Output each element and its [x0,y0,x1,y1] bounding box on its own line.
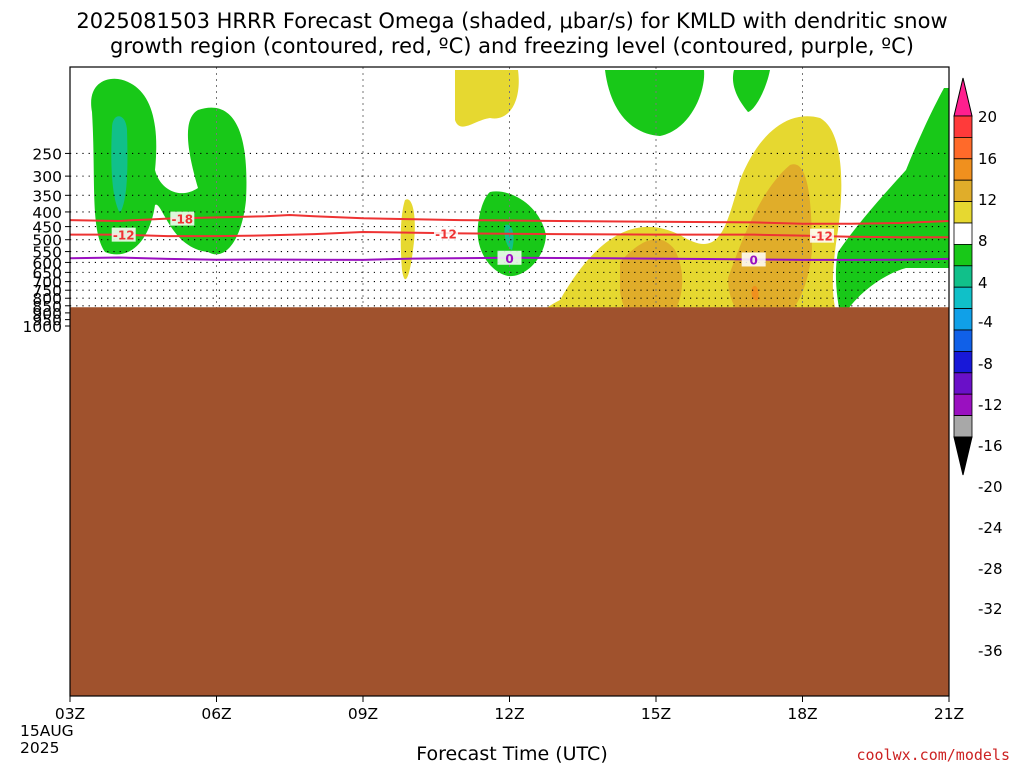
colorbar-swatch [953,201,973,224]
omega-fill-region [835,88,949,320]
y-tick-label: 400 [32,204,62,222]
omega-fill-region [400,199,415,280]
colorbar: 20 16 12 8 4 -4 -8 -12 -16 -20 -24 -28 -32 -36 [953,77,1003,660]
colorbar-swatch [953,350,973,374]
omega-fill-region [111,116,128,213]
contour-line [70,231,949,239]
y-tick-label: 250 [32,145,62,163]
colorbar-label: -20 [978,478,1003,496]
x-tick-label: 15Z [641,705,671,723]
y-tick-label: 950 [32,312,62,330]
colorbar-swatch [953,329,973,352]
colorbar-swatch [953,179,973,202]
omega-fill-region [728,164,812,330]
omega-fill-region [620,239,683,329]
contour-line [69,256,950,261]
omega-fill-region [605,70,705,136]
source-credit: coolwx.com/models [856,746,1010,764]
temperature-contours: -18 -12 -12 -12 0 0 [69,211,950,267]
omega-fill-region [751,285,759,301]
y-tick-label: 650 [32,264,62,282]
x-tick-label: 06Z [201,705,231,723]
omega-fill-region [504,224,514,250]
colorbar-swatch [953,308,973,331]
colorbar-label: -16 [978,437,1003,455]
y-tick-label: 300 [32,168,62,186]
contour-label-bg [497,250,522,265]
colorbar-label: 16 [978,150,997,168]
colorbar-swatch [953,286,973,310]
contour-label-bg [741,252,766,267]
colorbar-swatch [953,136,973,160]
colorbar-label: -12 [978,396,1003,414]
colorbar-label: 20 [978,108,997,126]
ground-fill [70,307,949,696]
start-date-year: 2025 [20,739,60,757]
colorbar-label: 4 [978,274,988,292]
colorbar-swatch [953,115,973,138]
y-tick-label: 700 [32,274,62,292]
contour-label: 0 [505,252,513,266]
contour-label: -18 [171,213,193,227]
y-tick-label: 600 [32,254,62,272]
omega-fill-region [455,70,519,127]
colorbar-bottom-arrow [953,436,973,476]
y-tick-label: 750 [32,282,62,300]
y-axis: 250 3003504004505005506006507007508008509… [23,145,70,336]
colorbar-label: -4 [978,313,993,331]
contour-label-bg [810,228,835,243]
colorbar-swatch [953,158,973,181]
colorbar-top-arrow [953,77,973,117]
colorbar-label: -32 [978,600,1003,618]
x-tick-label: 09Z [348,705,378,723]
colorbar-label: 12 [978,191,997,209]
x-tick-label: 18Z [787,705,817,723]
y-tick-label: 850 [32,298,62,316]
y-tick-label: 450 [32,219,62,237]
contour-label: 0 [749,253,757,267]
contour-label: -12 [113,229,135,243]
y-tick-label: 500 [32,232,62,250]
x-axis-title: Forecast Time (UTC) [416,743,608,765]
y-tick-label: 1000 [23,318,62,336]
x-tick-label: 03Z [55,705,85,723]
colorbar-swatch [953,372,973,395]
y-tick-label: 550 [32,244,62,262]
contour-label-bg [111,227,136,242]
start-date-day: 15AUG [20,722,74,740]
colorbar-label: -28 [978,560,1003,578]
colorbar-swatch [953,265,973,288]
colorbar-label: -24 [978,519,1003,537]
omega-fill-region [732,70,770,112]
chart-title-line2: growth region (contoured, red, ºC) and f… [110,34,914,58]
contour-label-bg [170,211,195,226]
y-tick-label: 800 [32,290,62,308]
x-tick-label: 21Z [934,705,964,723]
x-tick-label: 12Z [494,705,524,723]
colorbar-label: -36 [978,642,1003,660]
y-tick-label: 900 [32,305,62,323]
contour-label-bg [434,226,459,241]
y-tick-label: 350 [32,187,62,205]
colorbar-swatch [953,393,973,417]
omega-fill-region [91,78,247,255]
x-axis: 03Z 06Z 09Z 12Z 15Z 18Z 21Z [55,696,964,723]
colorbar-label: -8 [978,355,993,373]
contour-label: -12 [811,230,833,244]
contour-label: -12 [435,227,457,241]
ground-below-surface [70,307,949,696]
colorbar-swatch [953,222,973,245]
chart-title-line1: 2025081503 HRRR Forecast Omega (shaded, … [76,9,948,33]
colorbar-swatch [953,415,973,438]
colorbar-swatch [953,243,973,267]
colorbar-label: 8 [978,232,988,250]
